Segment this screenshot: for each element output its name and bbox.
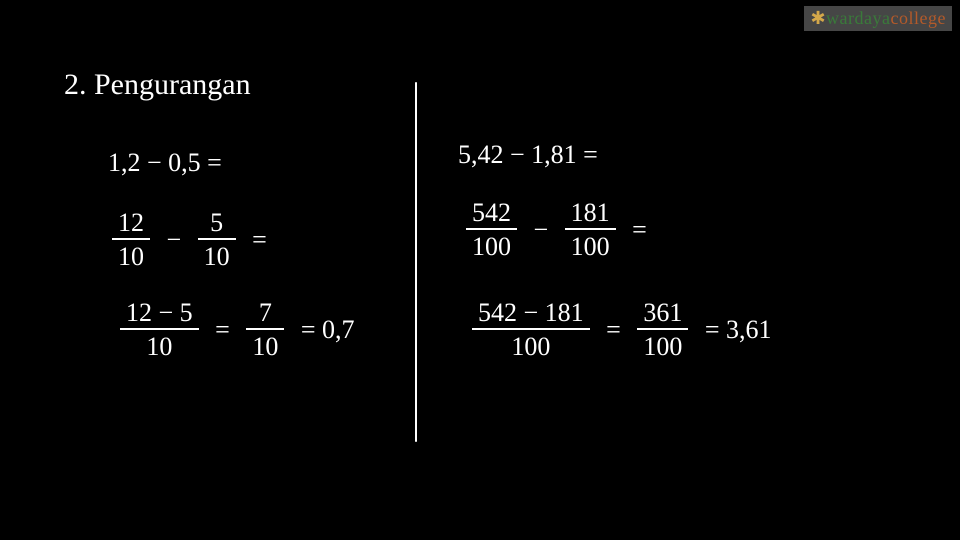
left-eq2-frac1: 12 10 <box>112 210 150 270</box>
watermark-icon: ✱ <box>810 8 826 28</box>
right-eq3-mid: = <box>606 315 621 345</box>
left-eq3-tail: = 0,7 <box>301 315 355 345</box>
left-eq2-frac2-den: 10 <box>198 240 236 270</box>
left-eq3-frac2: 7 10 <box>246 300 284 360</box>
right-eq2-frac2: 181 100 <box>565 200 616 260</box>
left-eq2-frac1-den: 10 <box>112 240 150 270</box>
right-eq3-frac1-den: 100 <box>472 330 590 360</box>
watermark-text-1: wardaya <box>826 8 890 28</box>
vertical-divider <box>415 82 417 442</box>
right-eq-1-text: 5,42 − 1,81 = <box>458 140 598 169</box>
left-eq-1: 1,2 − 0,5 = <box>108 148 222 178</box>
right-eq2-frac1: 542 100 <box>466 200 517 260</box>
left-eq3-frac2-den: 10 <box>246 330 284 360</box>
right-eq-3: 542 − 181 100 = 361 100 = 3,61 <box>468 300 778 360</box>
right-eq-2: 542 100 − 181 100 = <box>462 200 653 260</box>
right-eq2-tail: = <box>632 215 647 245</box>
section-title: 2. Pengurangan <box>64 68 251 102</box>
right-eq3-tail: = 3,61 <box>705 315 772 345</box>
left-eq-1-text: 1,2 − 0,5 = <box>108 148 222 177</box>
right-eq3-frac2: 361 100 <box>637 300 688 360</box>
right-eq2-op: − <box>534 215 549 245</box>
right-eq2-frac1-den: 100 <box>466 230 517 260</box>
watermark-logo: ✱wardayacollege <box>804 6 952 31</box>
left-eq-3: 12 − 5 10 = 7 10 = 0,7 <box>116 300 361 360</box>
right-eq3-frac1-num: 542 − 181 <box>472 300 590 330</box>
left-eq3-frac1: 12 − 5 10 <box>120 300 199 360</box>
right-eq3-frac2-num: 361 <box>637 300 688 330</box>
left-eq3-frac1-den: 10 <box>120 330 199 360</box>
left-eq2-op: − <box>167 225 182 255</box>
left-eq2-tail: = <box>252 225 267 255</box>
left-eq2-frac2-num: 5 <box>198 210 236 240</box>
right-eq2-frac2-den: 100 <box>565 230 616 260</box>
left-eq3-mid: = <box>215 315 230 345</box>
left-eq2-frac1-num: 12 <box>112 210 150 240</box>
left-eq-2: 12 10 − 5 10 = <box>108 210 273 270</box>
title-text: Pengurangan <box>94 68 251 101</box>
title-number: 2. <box>64 68 87 101</box>
right-eq3-frac1: 542 − 181 100 <box>472 300 590 360</box>
watermark-text-2: college <box>891 8 946 28</box>
left-eq2-frac2: 5 10 <box>198 210 236 270</box>
right-eq2-frac1-num: 542 <box>466 200 517 230</box>
right-eq3-frac2-den: 100 <box>637 330 688 360</box>
left-eq3-frac2-num: 7 <box>246 300 284 330</box>
right-eq2-frac2-num: 181 <box>565 200 616 230</box>
left-eq3-frac1-num: 12 − 5 <box>120 300 199 330</box>
right-eq-1: 5,42 − 1,81 = <box>458 140 598 170</box>
